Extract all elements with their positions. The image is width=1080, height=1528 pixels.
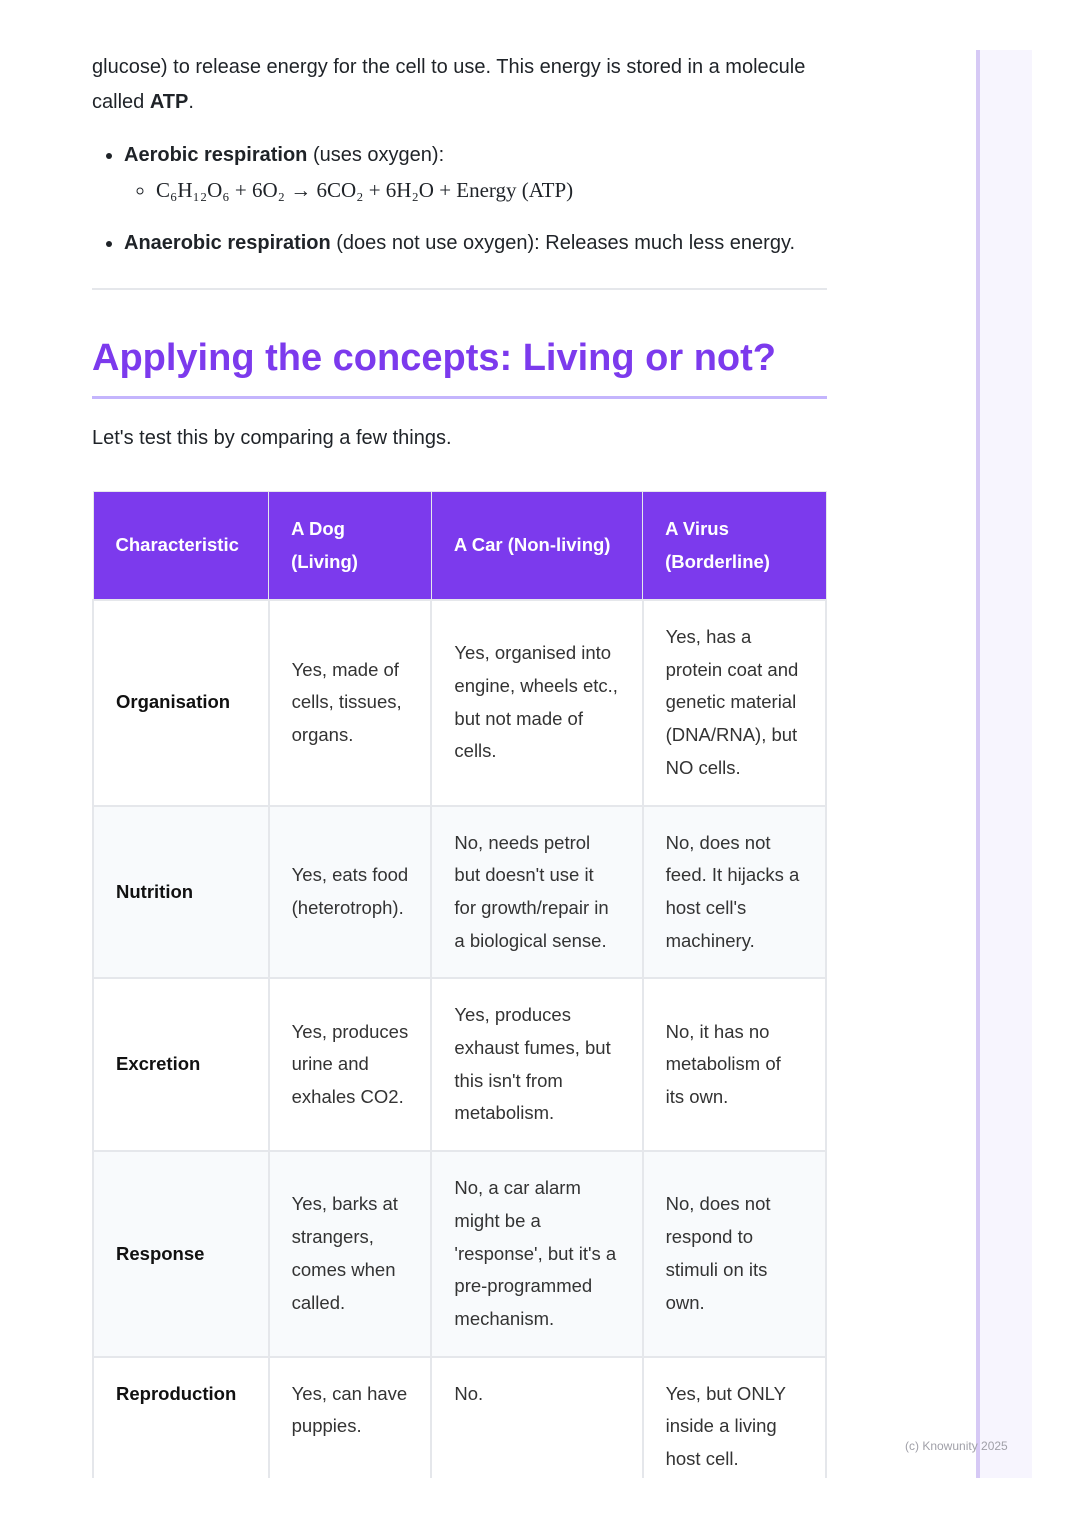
column-header: A Dog (Living) (268, 491, 432, 601)
table-cell: Yes, made of cells, tissues, organs. (267, 599, 433, 807)
lead-paragraph: Let's test this by comparing a few thing… (92, 427, 452, 449)
table-row: Response Yes, barks at strangers, comes w… (92, 1150, 828, 1358)
section-heading: Applying the concepts: Living or not? (92, 334, 827, 399)
table-cell: Yes, barks at strangers, comes when call… (267, 1150, 433, 1358)
table-cell: No, a car alarm might be a 'response', b… (430, 1150, 644, 1358)
column-header: A Car (Non-living) (430, 491, 644, 601)
table-cell: No, needs petrol but doesn't use it for … (430, 804, 644, 980)
comparison-table: Characteristic A Dog (Living) A Car (Non-l… (92, 491, 828, 1518)
list-item: Aerobic respiration (uses oxygen): C₆H₁₂… (124, 138, 827, 208)
column-header: A Virus (Borderline) (642, 491, 827, 601)
table-row: Excretion Yes, produces urine and exhales… (92, 977, 828, 1153)
intro-paragraph: glucose) to release energy for the cell … (92, 56, 806, 113)
row-label: Organisation (92, 599, 270, 807)
table-cell: Yes, eats food (heterotroph). (267, 804, 433, 980)
row-label: Nutrition (92, 804, 270, 980)
table-row: Nutrition Yes, eats food (heterotroph). No… (92, 804, 828, 980)
table-cell: Yes, organised into engine, wheels etc.,… (430, 599, 644, 807)
divider (92, 288, 827, 290)
document-content: glucose) to release energy for the cell … (92, 50, 827, 456)
side-panel (976, 50, 1032, 1478)
equation: C₆H₁₂O₆ + 6O₂ → 6CO₂ + 6H₂O + Energy (AT… (156, 173, 827, 208)
column-header: Characteristic (92, 491, 270, 601)
table-cell: Yes, produces exhaust fumes, but this is… (430, 977, 644, 1153)
table-row: Organisation Yes, made of cells, tissues,… (92, 599, 828, 807)
list-item: Anaerobic respiration (does not use oxyg… (124, 226, 827, 261)
table-cell: No, does not respond to stimuli on its o… (641, 1150, 828, 1358)
respiration-list: Aerobic respiration (uses oxygen): C₆H₁₂… (92, 138, 827, 261)
table-cell: No, does not feed. It hijacks a host cel… (641, 804, 828, 980)
row-label: Response (92, 1150, 270, 1358)
row-label: Excretion (92, 977, 270, 1153)
page-bottom (0, 1478, 1080, 1528)
table-cell: Yes, produces urine and exhales CO2. (267, 977, 433, 1153)
table-cell: Yes, has a protein coat and genetic mate… (641, 599, 828, 807)
copyright-footer: (c) Knowunity 2025 (905, 1439, 1008, 1453)
table-cell: No, it has no metabolism of its own. (641, 977, 828, 1153)
